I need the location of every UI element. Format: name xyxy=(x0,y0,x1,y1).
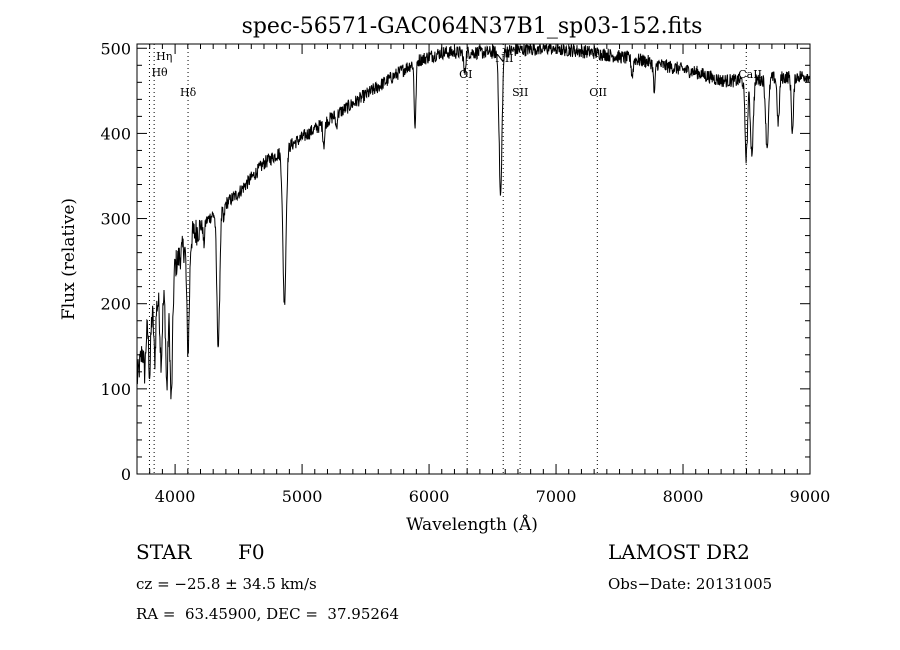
coordinates: RA = 63.45900, DEC = 37.95264 xyxy=(136,605,400,623)
survey-name: LAMOST DR2 xyxy=(608,540,750,564)
y-tick-label: 500 xyxy=(100,39,131,58)
axis-ticks: 4000 5000 6000 7000 8000 9000 0 100 200 300 400 500 xyxy=(100,39,830,506)
line-marker-label: SII xyxy=(512,86,528,99)
redshift-value: cz = −25.8 ± 34.5 km/s xyxy=(136,575,317,593)
line-marker-label: Hθ xyxy=(151,66,168,79)
line-marker-label: OI xyxy=(459,68,472,81)
line-marker-label: Hδ xyxy=(180,86,197,99)
y-tick-label: 300 xyxy=(100,210,131,229)
line-marker-label: OII xyxy=(589,86,607,99)
x-axis-label: Wavelength (Å) xyxy=(406,514,538,535)
y-axis-label: Flux (relative) xyxy=(59,198,79,320)
plot-frame xyxy=(136,43,811,475)
obs-date: Obs−Date: 20131005 xyxy=(608,575,773,593)
chart-title: spec-56571-GAC064N37B1_sp03-152.fits xyxy=(242,14,703,39)
object-type: STAR xyxy=(136,540,192,564)
x-tick-label: 4000 xyxy=(155,487,196,506)
x-tick-label: 5000 xyxy=(282,487,323,506)
x-tick-label: 7000 xyxy=(536,487,577,506)
y-tick-label: 0 xyxy=(121,465,131,484)
x-tick-label: 6000 xyxy=(409,487,450,506)
line-marker-label: Hη xyxy=(156,50,172,63)
x-tick-label: 9000 xyxy=(790,487,831,506)
y-tick-label: 200 xyxy=(100,295,131,314)
y-tick-label: 400 xyxy=(100,124,131,143)
spectrum-line xyxy=(136,43,810,400)
spectral-subclass: F0 xyxy=(238,540,265,564)
x-tick-label: 8000 xyxy=(663,487,704,506)
y-tick-label: 100 xyxy=(100,380,131,399)
